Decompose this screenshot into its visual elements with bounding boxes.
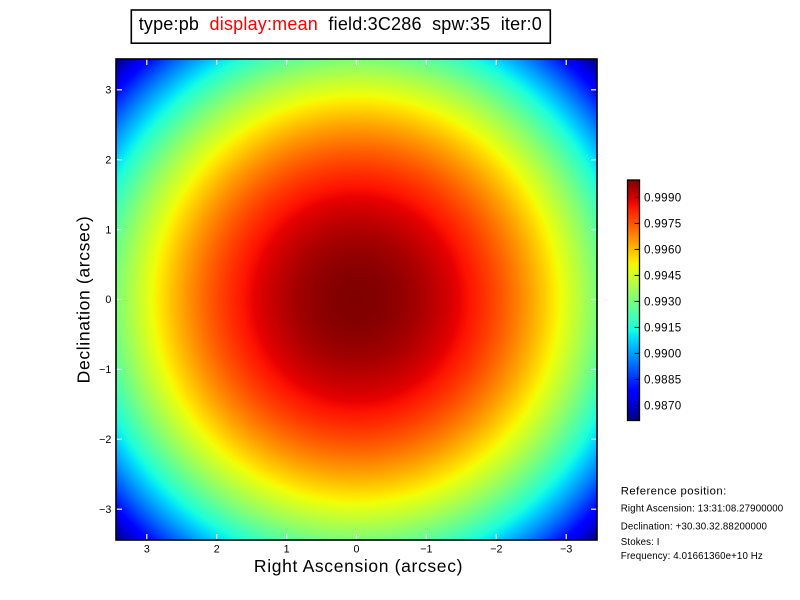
svg-text:Declination (arcsec): Declination (arcsec)	[73, 216, 93, 384]
svg-text:2: 2	[214, 543, 220, 555]
svg-text:2: 2	[105, 154, 111, 166]
svg-text:0.9990: 0.9990	[644, 191, 682, 204]
svg-text:0.9975: 0.9975	[644, 217, 682, 230]
svg-text:type:pb display:mean field:3: type:pb display:mean field:3C286 spw:35 …	[139, 14, 542, 34]
svg-text:−3: −3	[99, 504, 111, 516]
svg-text:0.9945: 0.9945	[644, 269, 682, 282]
svg-text:0.9900: 0.9900	[644, 347, 682, 360]
svg-text:3: 3	[144, 543, 150, 555]
svg-text:0.9915: 0.9915	[644, 321, 682, 334]
svg-text:0: 0	[354, 543, 360, 555]
svg-text:0.9885: 0.9885	[644, 373, 682, 386]
svg-text:Right Ascension: 13:31:08.2790: Right Ascension: 13:31:08.27900000	[621, 504, 784, 515]
svg-text:0.9930: 0.9930	[644, 295, 682, 308]
svg-text:0.9870: 0.9870	[644, 399, 682, 412]
svg-text:Declination: +30.30.32.8820000: Declination: +30.30.32.88200000	[621, 522, 768, 533]
svg-text:0.9960: 0.9960	[644, 243, 682, 256]
svg-text:Reference position:: Reference position:	[621, 486, 727, 498]
svg-text:Stokes: I: Stokes: I	[621, 537, 660, 548]
svg-text:−2: −2	[490, 543, 502, 555]
svg-text:Frequency: 4.01661360e+10 Hz: Frequency: 4.01661360e+10 Hz	[621, 551, 763, 562]
svg-text:1: 1	[105, 224, 111, 236]
svg-text:−1: −1	[99, 364, 111, 376]
svg-text:−1: −1	[420, 543, 432, 555]
svg-text:Right Ascension (arcsec): Right Ascension (arcsec)	[254, 556, 463, 576]
svg-text:−2: −2	[99, 434, 111, 446]
svg-text:−3: −3	[560, 543, 572, 555]
svg-text:1: 1	[284, 543, 290, 555]
svg-text:0: 0	[105, 294, 111, 306]
svg-text:3: 3	[105, 85, 111, 97]
